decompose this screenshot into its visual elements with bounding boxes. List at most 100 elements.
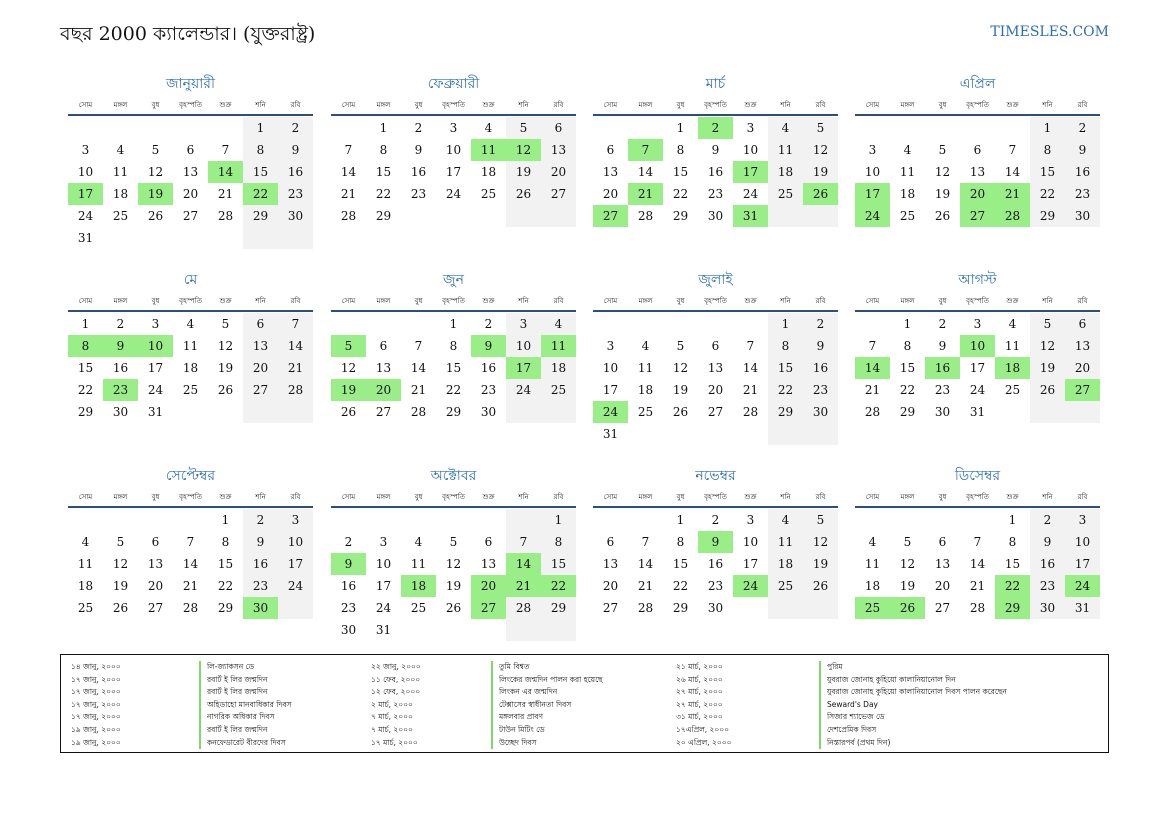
empty-day-cell: [995, 117, 1030, 139]
empty-day-cell: [331, 509, 366, 531]
weekday-label: বৃহস্পতি: [966, 493, 989, 501]
day-cell: 20: [182, 187, 199, 201]
empty-day-cell: [541, 205, 576, 227]
day-cell: 6: [541, 117, 576, 139]
day-cell: 16: [243, 553, 278, 575]
day-cell: 12: [112, 557, 129, 571]
day-cell: 31: [733, 205, 768, 227]
holiday-date: ২০ এপ্রিল, ২০০০: [676, 737, 732, 747]
day-cell: 11: [541, 335, 576, 357]
day-cell: 8: [903, 339, 912, 353]
day-cell: 13: [602, 165, 619, 179]
day-cell: 17: [445, 165, 462, 179]
weekday-header: সোম মঙ্গল বুধ বৃহস্পতি শুক্র শনি রবি: [855, 292, 1100, 312]
day-cell: 18: [637, 383, 654, 397]
weekday-label: বৃহস্পতি: [704, 493, 727, 501]
month-name: জুলাই: [698, 272, 733, 288]
empty-day-cell: [173, 117, 208, 139]
day-cell: 12: [803, 531, 838, 553]
holiday-date-column: ২১ মার্চ, ২০০০ ২৬ মার্চ, ২০০০ ২৭ মার্চ, ২০…: [676, 661, 731, 749]
day-cell: 17: [602, 383, 619, 397]
day-cell: 28: [506, 597, 541, 619]
day-cell: 7: [641, 535, 650, 549]
day-cell: 2: [698, 117, 733, 139]
day-cell: 5: [803, 509, 838, 531]
month-calendar: জুলাই সোম মঙ্গল বুধ বৃহস্পতি শুক্র শনি রবি 1 2 3 4 5…: [593, 270, 838, 445]
empty-day-cell: [925, 509, 960, 531]
month-name: আগস্ট: [958, 272, 997, 288]
day-cell: 9: [711, 143, 720, 157]
empty-day-cell: [243, 401, 278, 423]
weekday-label: রবি: [815, 101, 826, 109]
day-cell: 1: [243, 117, 278, 139]
day-grid: 1 2 3 4 5 6 7 8 9 10 11 12 13 14 15 16 17 18 19 20 21 22 23 24 2…: [68, 509, 313, 619]
day-grid: 1 2 3 4 5 6 7 8 9 10 11 12 13 14 15 16 17 18 19 20 21 22 23 24 2…: [855, 313, 1100, 423]
brand-link[interactable]: TIMESLES.COM: [990, 24, 1109, 40]
empty-day-cell: [401, 619, 436, 641]
holiday-date: ১৯ জানু, ২০০০: [71, 724, 121, 734]
day-cell: 12: [803, 139, 838, 161]
day-cell: 3: [1065, 509, 1100, 531]
weekday-label: মঙ্গল: [376, 101, 391, 109]
day-cell: 14: [278, 335, 313, 357]
empty-day-cell: [208, 401, 243, 423]
weekday-header: সোম মঙ্গল বুধ বৃহস্পতি শুক্র শনি রবি: [593, 96, 838, 116]
day-cell: 24: [147, 383, 164, 397]
weekday-label: সোম: [865, 493, 880, 501]
day-cell: 18: [864, 579, 881, 593]
day-cell: 28: [340, 209, 357, 223]
day-cell: 8: [1008, 535, 1017, 549]
day-cell: 26: [803, 575, 838, 597]
day-cell: 27: [541, 183, 576, 205]
day-cell: 21: [742, 383, 759, 397]
day-cell: 14: [969, 557, 986, 571]
day-cell: 19: [1030, 357, 1065, 379]
day-cell: 17: [855, 183, 890, 205]
day-cell: 14: [410, 361, 427, 375]
day-cell: 3: [379, 535, 388, 549]
weekday-label: শনি: [518, 101, 529, 109]
day-cell: 30: [1030, 597, 1065, 619]
day-cell: 14: [208, 161, 243, 183]
day-cell: 5: [116, 535, 125, 549]
day-cell: 23: [243, 575, 278, 597]
day-cell: 10: [278, 531, 313, 553]
day-cell: 26: [672, 405, 689, 419]
day-cell: 24: [445, 187, 462, 201]
day-cell: 23: [707, 187, 724, 201]
day-cell: 20: [602, 187, 619, 201]
day-cell: 12: [340, 361, 357, 375]
empty-day-cell: [663, 423, 698, 445]
day-cell: 19: [138, 183, 173, 205]
day-cell: 18: [77, 579, 94, 593]
day-cell: 20: [243, 357, 278, 379]
weekday-label: সোম: [341, 297, 356, 305]
day-cell: 9: [278, 139, 313, 161]
day-cell: 9: [414, 143, 423, 157]
day-cell: 13: [969, 165, 986, 179]
weekday-header: সোম মঙ্গল বুধ বৃহস্পতি শুক্র শনি রবি: [68, 488, 313, 508]
day-cell: 5: [676, 339, 685, 353]
weekday-label: মঙ্গল: [113, 493, 128, 501]
day-cell: 5: [151, 143, 160, 157]
weekday-label: মঙ্গল: [376, 493, 391, 501]
weekday-label: শনি: [1042, 101, 1053, 109]
empty-day-cell: [995, 401, 1030, 423]
day-cell: 4: [868, 535, 877, 549]
day-cell: 29: [672, 209, 689, 223]
day-cell: 11: [864, 557, 881, 571]
weekday-label: শনি: [780, 101, 791, 109]
day-cell: 19: [506, 161, 541, 183]
weekday-label: বুধ: [151, 101, 160, 109]
day-cell: 14: [1004, 165, 1021, 179]
day-cell: 16: [1065, 161, 1100, 183]
day-cell: 18: [112, 187, 129, 201]
day-cell: 21: [410, 383, 427, 397]
day-cell: 18: [541, 357, 576, 379]
day-cell: 7: [746, 339, 755, 353]
day-cell: 13: [602, 557, 619, 571]
day-cell: 21: [278, 357, 313, 379]
day-cell: 9: [331, 553, 366, 575]
day-cell: 1: [541, 509, 576, 531]
day-cell: 25: [637, 405, 654, 419]
